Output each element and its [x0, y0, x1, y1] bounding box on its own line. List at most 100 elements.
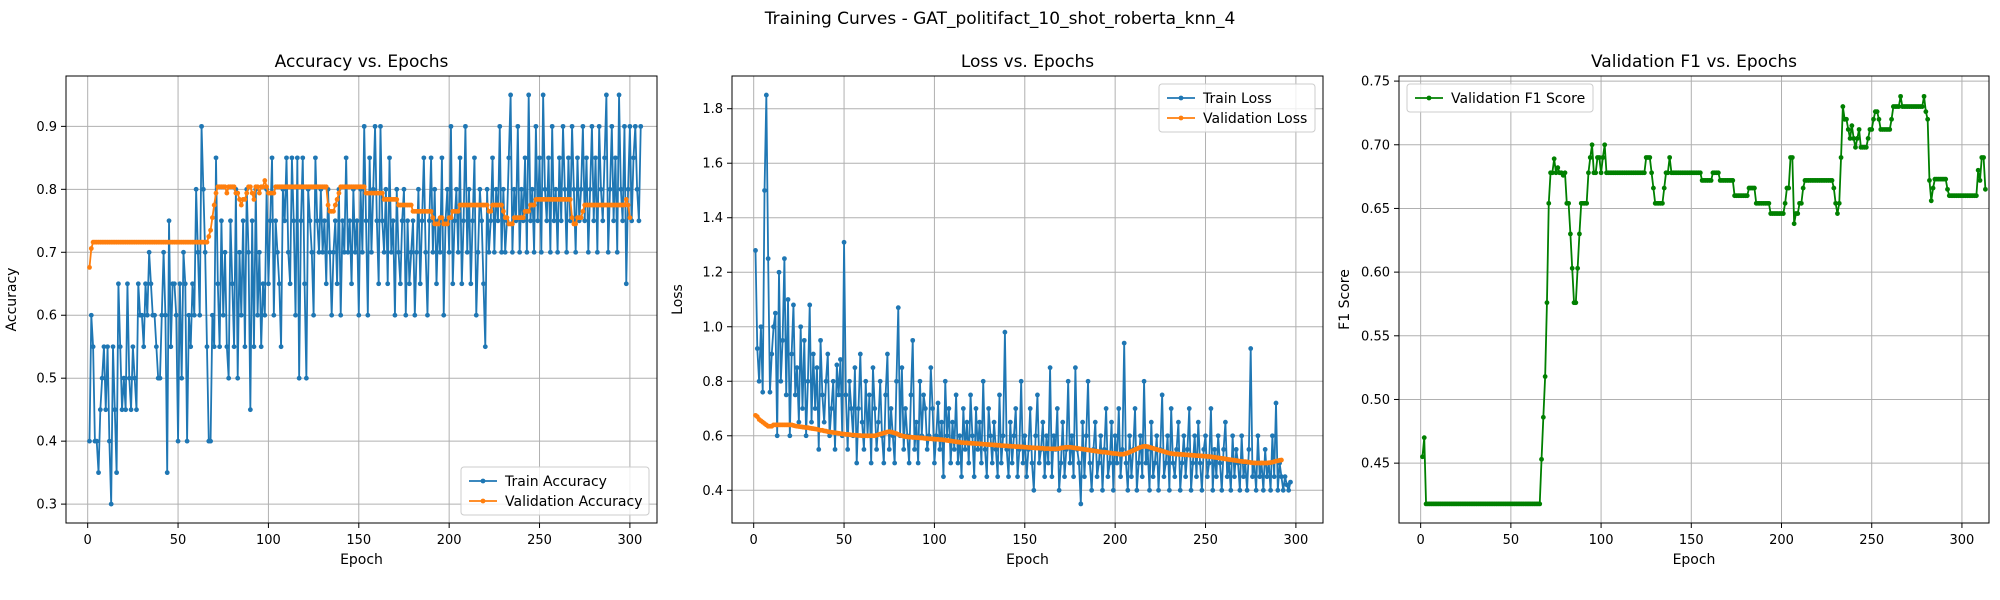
data-point	[1228, 487, 1234, 493]
data-point	[1789, 155, 1795, 160]
data-point	[955, 460, 961, 466]
series-train-accuracy	[87, 92, 644, 507]
data-point	[1569, 265, 1575, 271]
data-point	[506, 155, 512, 161]
data-point	[881, 460, 887, 466]
data-point	[585, 249, 591, 255]
series-validation-accuracy	[87, 178, 633, 270]
data-point	[1898, 93, 1903, 99]
data-point	[622, 202, 627, 208]
data-point	[1176, 419, 1181, 425]
legend-marker	[480, 478, 486, 484]
data-point	[473, 312, 479, 318]
legend-item-validation-f1-score: Validation F1 Score	[1415, 91, 1585, 107]
data-point	[547, 249, 553, 255]
y-tick-label: 0.8	[702, 375, 723, 390]
x-tick-label: 0	[84, 533, 92, 548]
data-point	[168, 344, 174, 350]
data-point	[892, 460, 898, 466]
data-point	[829, 406, 834, 411]
data-point	[924, 447, 930, 452]
data-point	[161, 249, 166, 255]
data-point	[957, 433, 963, 439]
data-point	[589, 123, 595, 129]
data-point	[1241, 474, 1246, 480]
data-point	[435, 221, 441, 227]
data-point	[542, 186, 548, 192]
data-point	[220, 312, 226, 318]
data-point	[854, 460, 860, 466]
data-point	[582, 218, 588, 224]
data-point	[455, 249, 461, 255]
data-point	[1138, 433, 1143, 439]
data-point	[843, 392, 849, 398]
data-point	[977, 419, 983, 425]
data-point	[87, 264, 92, 270]
data-point	[123, 407, 129, 413]
data-point	[861, 447, 867, 452]
data-point	[1539, 456, 1544, 462]
data-point	[877, 378, 883, 384]
data-point	[848, 406, 854, 411]
data-point	[502, 249, 508, 255]
data-point	[560, 123, 566, 129]
data-point	[1851, 136, 1857, 141]
data-point	[128, 407, 134, 413]
data-point	[1651, 185, 1656, 191]
data-point	[190, 281, 195, 287]
data-point	[200, 186, 206, 192]
data-point	[329, 312, 335, 318]
data-point	[913, 419, 919, 425]
data-point	[484, 202, 490, 208]
data-point	[1083, 433, 1089, 439]
data-point	[354, 218, 360, 224]
data-point	[153, 344, 159, 350]
data-point	[1125, 487, 1131, 493]
data-point	[555, 249, 560, 255]
data-point	[754, 346, 760, 351]
y-tick-label: 1.8	[702, 102, 723, 117]
data-point	[313, 155, 318, 161]
data-point	[341, 249, 347, 255]
data-point	[426, 218, 432, 224]
data-point	[830, 378, 836, 384]
data-point	[780, 337, 786, 343]
data-point	[942, 378, 948, 384]
data-point	[1800, 185, 1806, 191]
data-point	[116, 281, 121, 287]
data-point	[1865, 136, 1871, 141]
data-point	[114, 470, 120, 476]
data-point	[434, 281, 439, 287]
data-point	[982, 447, 988, 452]
data-point	[1708, 178, 1714, 183]
data-point	[224, 190, 230, 196]
data-point	[1744, 193, 1750, 199]
y-tick-label: 0.6	[36, 309, 57, 324]
data-point	[883, 392, 889, 398]
data-point	[132, 375, 138, 381]
data-point	[1602, 142, 1608, 148]
data-point	[1154, 433, 1160, 439]
legend-item-train-accuracy: Train Accuracy	[469, 474, 607, 490]
data-point	[1103, 406, 1109, 411]
data-point	[596, 123, 602, 129]
y-axis-label: Accuracy	[4, 268, 20, 332]
data-point	[1798, 200, 1804, 206]
data-point	[394, 196, 400, 202]
data-point	[571, 186, 577, 192]
series-train-loss	[753, 92, 1293, 507]
legend-label: Train Accuracy	[504, 474, 607, 490]
data-point	[1286, 487, 1292, 493]
data-point	[1600, 155, 1606, 160]
data-point	[1840, 104, 1846, 109]
data-point	[332, 218, 338, 224]
data-point	[522, 155, 528, 161]
data-point	[519, 186, 524, 192]
data-point	[1206, 460, 1212, 466]
data-point	[1170, 460, 1176, 466]
data-point	[181, 249, 186, 255]
data-point	[439, 155, 445, 161]
data-point	[96, 470, 101, 476]
x-tick-label: 250	[527, 533, 552, 548]
data-point	[1730, 178, 1736, 183]
